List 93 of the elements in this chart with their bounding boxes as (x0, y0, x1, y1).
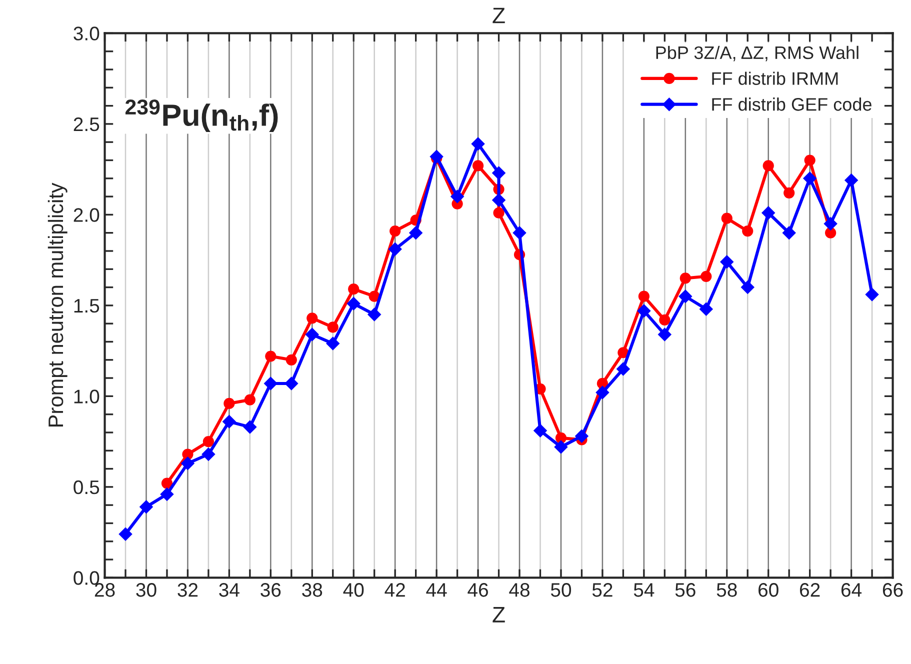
point (616, 362, 630, 376)
point (472, 160, 484, 172)
point (244, 394, 256, 406)
x-tick-label: 40 (343, 583, 364, 597)
point (450, 190, 464, 204)
x-tick-label: 46 (468, 583, 488, 597)
x-tick-label: 34 (219, 583, 240, 597)
x-tick-label: 30 (136, 583, 156, 597)
point (388, 242, 402, 256)
point (761, 206, 776, 220)
point (782, 226, 796, 240)
legend-label: FF distrib GEF code (712, 98, 872, 111)
x-tick-label: 52 (592, 583, 612, 597)
point (367, 308, 382, 322)
annotation: $^{239}$Pu(n$_{th}$,f) (125, 99, 278, 132)
point (762, 160, 774, 172)
point (326, 336, 340, 350)
point (222, 414, 236, 428)
y-tick-label: 1.5 (74, 299, 100, 313)
point (659, 314, 670, 326)
x-axis-title: Z (492, 607, 505, 622)
y-tick-label: 1.0 (74, 390, 100, 404)
point (742, 225, 754, 237)
x-tick-label: 66 (882, 583, 903, 597)
x-tick-label: 58 (716, 583, 737, 597)
point (160, 487, 174, 502)
x-tick-label: 28 (94, 583, 115, 597)
y-tick-label: 2.0 (74, 208, 100, 222)
point (224, 398, 235, 409)
point (180, 456, 195, 470)
point (286, 354, 297, 366)
x-tick-label: 62 (800, 583, 820, 597)
point (740, 280, 754, 294)
point (327, 322, 338, 333)
legend-title: PbP 3Z/A, ΔZ, RMS Wahl (656, 46, 858, 62)
x-tick-label: 36 (260, 583, 281, 597)
point (408, 226, 423, 240)
point (430, 150, 444, 164)
point (574, 429, 589, 443)
point (348, 284, 360, 295)
point (264, 376, 278, 390)
point (804, 154, 816, 166)
x-tick-label: 44 (426, 583, 447, 597)
point (390, 225, 401, 237)
point (844, 173, 858, 188)
point (306, 312, 318, 324)
point (720, 255, 734, 269)
point (493, 207, 504, 218)
text: 0.0 (74, 571, 100, 585)
x-tick-label: 42 (384, 583, 405, 597)
point (700, 270, 712, 282)
point (699, 302, 714, 316)
point (492, 193, 506, 208)
point (784, 187, 795, 198)
point (202, 447, 216, 462)
point (824, 216, 838, 231)
point (596, 386, 610, 400)
x-tick-label: 64 (841, 583, 862, 597)
point (243, 420, 257, 434)
point (284, 376, 298, 390)
point (554, 440, 568, 454)
point (802, 172, 817, 186)
y-tick-label: 0.5 (74, 480, 100, 494)
x-tick-label: 60 (758, 583, 778, 597)
x-tick-label: 48 (509, 583, 530, 597)
point (512, 226, 526, 240)
point (658, 328, 672, 342)
point (346, 296, 360, 310)
point (533, 424, 548, 438)
x2-axis-title: Z (492, 8, 505, 24)
point (139, 500, 154, 514)
point (161, 478, 173, 489)
point (721, 212, 732, 224)
point (678, 289, 692, 304)
legend-label: FF distrib IRMM (712, 72, 838, 85)
y-tick-label: 3.0 (74, 26, 100, 40)
point (305, 328, 320, 342)
x-tick-label: 54 (634, 583, 654, 597)
x-tick-label: 56 (675, 583, 696, 597)
point (471, 137, 485, 151)
point (865, 288, 879, 302)
point (680, 272, 691, 284)
point (637, 304, 651, 318)
point (492, 166, 506, 180)
point (265, 350, 276, 362)
x-tick-label: 50 (550, 583, 572, 597)
point (638, 290, 650, 302)
x-tick-label: 38 (302, 583, 322, 597)
point (118, 527, 132, 541)
y-tick-label: 2.5 (74, 117, 100, 132)
point (202, 436, 214, 448)
x-tick-label: 32 (178, 583, 198, 597)
y-axis-title: Prompt neutron multiplicity (48, 182, 68, 426)
